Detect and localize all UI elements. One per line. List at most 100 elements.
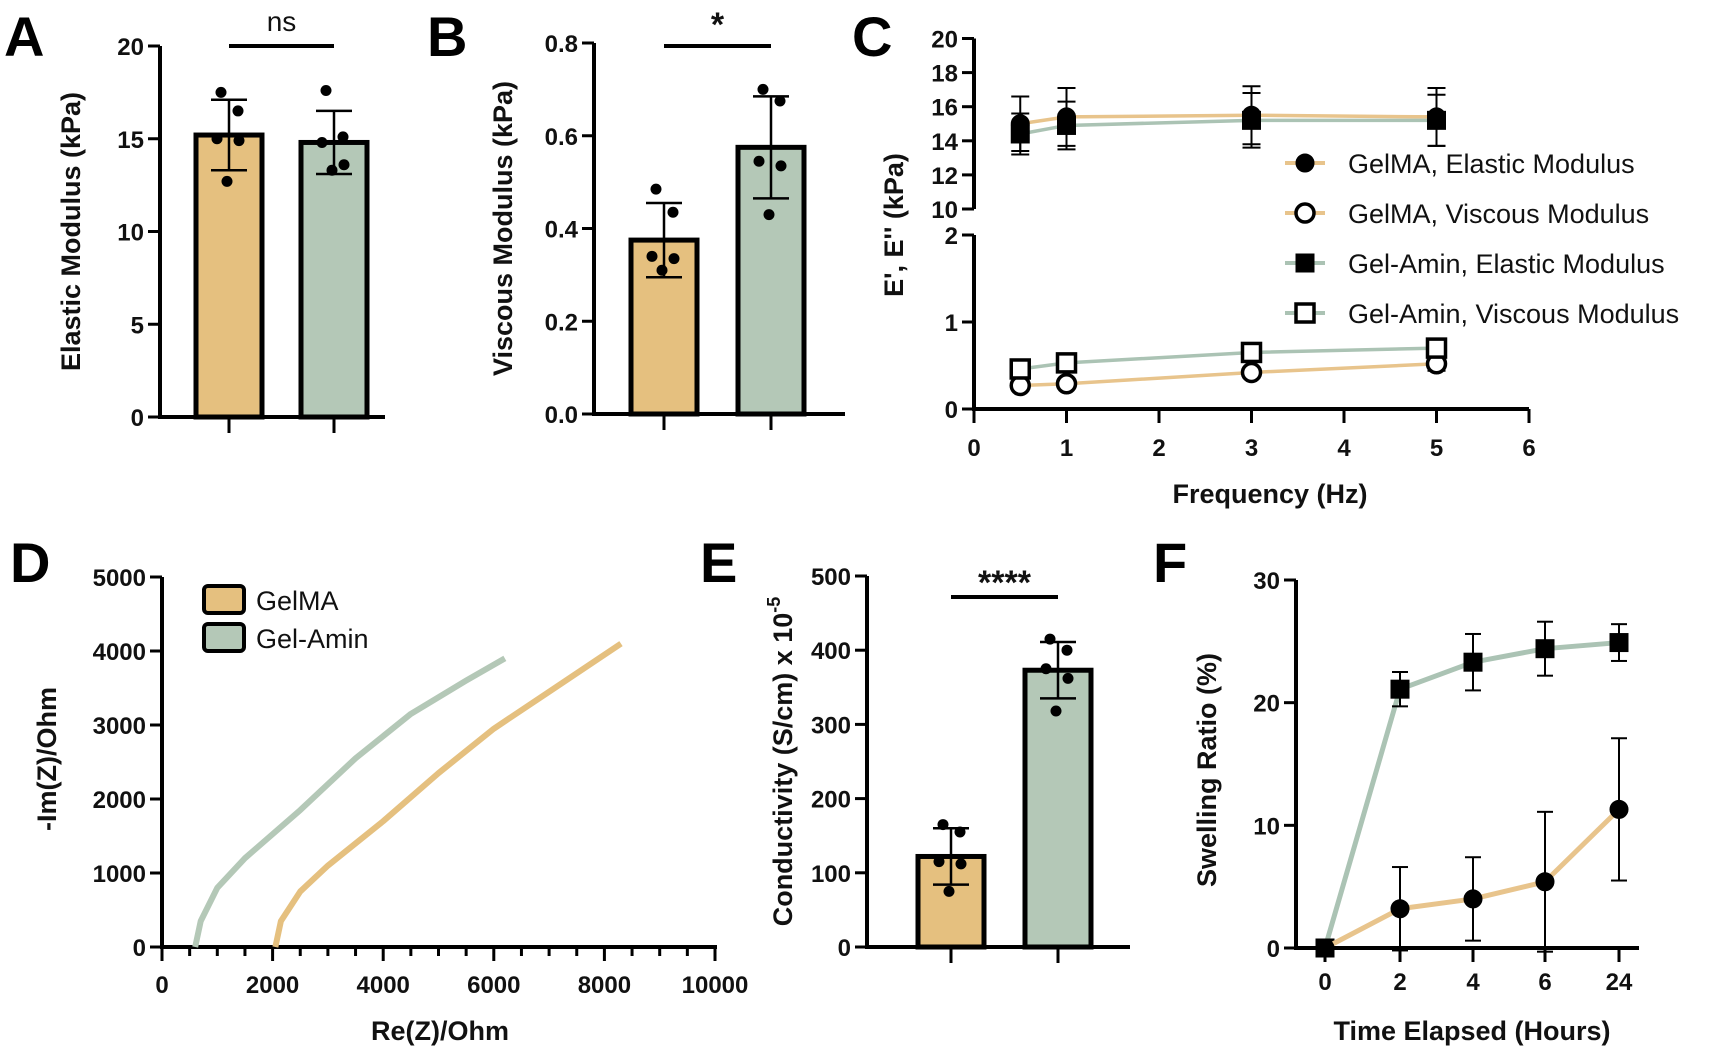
y-tick-label: 400 <box>811 638 851 665</box>
y-axis-label-text: Conductivity (S/cm) x 10 <box>768 613 798 927</box>
data-point <box>753 155 765 167</box>
data-point <box>763 209 775 221</box>
data-point <box>337 131 349 143</box>
x-tick-label: 0 <box>155 972 168 999</box>
panel-letter: F <box>1153 531 1187 594</box>
data-marker <box>1390 899 1410 919</box>
y-tick-label: 10 <box>1253 813 1280 840</box>
data-marker <box>1425 337 1448 359</box>
x-tick-label: 2000 <box>246 972 299 999</box>
y-axis-label: Swelling Ratio (%) <box>1192 653 1222 887</box>
data-marker <box>1240 361 1263 384</box>
y-tick-label: 0.4 <box>545 217 579 244</box>
y-tick-label: 2000 <box>93 787 146 814</box>
data-point <box>320 85 332 97</box>
x-axis-label: Frequency (Hz) <box>1172 479 1367 509</box>
x-axis-label: Re(Z)/Ohm <box>371 1016 509 1046</box>
data-point <box>1044 633 1056 645</box>
data-point <box>233 135 245 147</box>
y-axis-label: -Im(Z)/Ohm <box>32 687 62 831</box>
y-tick-label: 16 <box>931 95 958 122</box>
y-tick-label: 0 <box>1267 936 1280 963</box>
legend-marker <box>1294 202 1316 224</box>
y-tick-label: 20 <box>931 27 958 54</box>
y-tick-label: 1 <box>945 310 958 337</box>
x-axis-label: Time Elapsed (Hours) <box>1333 1016 1610 1046</box>
data-point <box>650 183 662 195</box>
data-point <box>221 175 233 187</box>
data-marker <box>1463 652 1483 672</box>
legend-marker <box>1295 253 1315 273</box>
legend-swatch <box>202 622 246 653</box>
y-tick-label: 20 <box>117 34 144 61</box>
data-marker <box>1427 110 1446 130</box>
panel-letter: A <box>4 5 44 68</box>
y-tick-label: 5 <box>131 312 144 339</box>
data-marker <box>1242 110 1261 130</box>
y-tick-label: 0.6 <box>545 124 578 151</box>
data-point <box>326 164 338 176</box>
y-axis-label: Viscous Modulus (kPa) <box>488 81 518 376</box>
data-point <box>656 264 668 276</box>
y-tick-label: 15 <box>117 127 144 154</box>
data-marker <box>1535 639 1555 659</box>
data-marker <box>1390 679 1410 699</box>
legend-marker <box>1295 153 1315 173</box>
series-line <box>1019 113 1437 126</box>
x-tick-label: 2 <box>1393 969 1406 996</box>
x-tick-label: 0 <box>967 435 980 462</box>
data-point <box>1062 672 1074 684</box>
panel-letter: B <box>427 5 467 68</box>
x-tick-label: 5 <box>1430 435 1443 462</box>
data-marker <box>1055 352 1078 374</box>
data-point <box>775 160 787 172</box>
legend-label: Gel-Amin, Elastic Modulus <box>1348 249 1665 279</box>
y-tick-label: 1000 <box>93 861 146 888</box>
y-tick-label: 500 <box>811 564 851 591</box>
x-tick-label: 6000 <box>467 972 520 999</box>
series-line <box>1019 118 1437 136</box>
y-tick-label: 10 <box>117 220 144 247</box>
data-point <box>215 86 227 98</box>
x-tick-label: 6 <box>1538 969 1551 996</box>
series-line <box>1020 346 1437 371</box>
legend-label: GelMA, Viscous Modulus <box>1348 199 1649 229</box>
data-marker <box>1315 938 1335 958</box>
y-tick-label: 100 <box>811 861 851 888</box>
data-marker <box>1009 358 1031 380</box>
panel-letter: C <box>852 5 892 68</box>
y-tick-label: 0 <box>838 935 851 962</box>
data-point <box>667 206 679 218</box>
y-tick-label: 0 <box>133 935 146 962</box>
y-tick-label: 0.0 <box>545 402 578 429</box>
data-point <box>316 136 328 148</box>
data-point <box>943 885 955 897</box>
legend-swatch <box>202 584 246 615</box>
y-tick-label: 5000 <box>93 565 146 592</box>
data-point <box>955 858 967 870</box>
data-point <box>668 253 680 265</box>
x-tick-label: 0 <box>1318 969 1331 996</box>
y-tick-label: 2 <box>945 223 958 250</box>
significance-label: * <box>711 6 725 44</box>
data-point <box>1050 705 1062 717</box>
x-tick-label: 10000 <box>682 972 749 999</box>
x-tick-label: 4000 <box>357 972 410 999</box>
y-tick-label: 10 <box>931 197 958 224</box>
panel-letter: D <box>10 531 50 594</box>
data-point <box>232 105 244 117</box>
x-tick-label: 8000 <box>578 972 631 999</box>
data-marker <box>1609 799 1629 819</box>
data-point <box>211 133 223 145</box>
data-point <box>757 83 769 95</box>
y-axis-label: E', E'' (kPa) <box>879 153 909 297</box>
y-tick-label: 300 <box>811 712 851 739</box>
data-marker <box>1010 124 1030 144</box>
x-tick-label: 2 <box>1152 435 1165 462</box>
y-axis-label-superscript: -5 <box>764 597 784 613</box>
data-point <box>933 856 945 868</box>
y-tick-label: 20 <box>1253 691 1280 718</box>
x-tick-label: 3 <box>1245 435 1258 462</box>
y-tick-label: 0 <box>945 397 958 424</box>
